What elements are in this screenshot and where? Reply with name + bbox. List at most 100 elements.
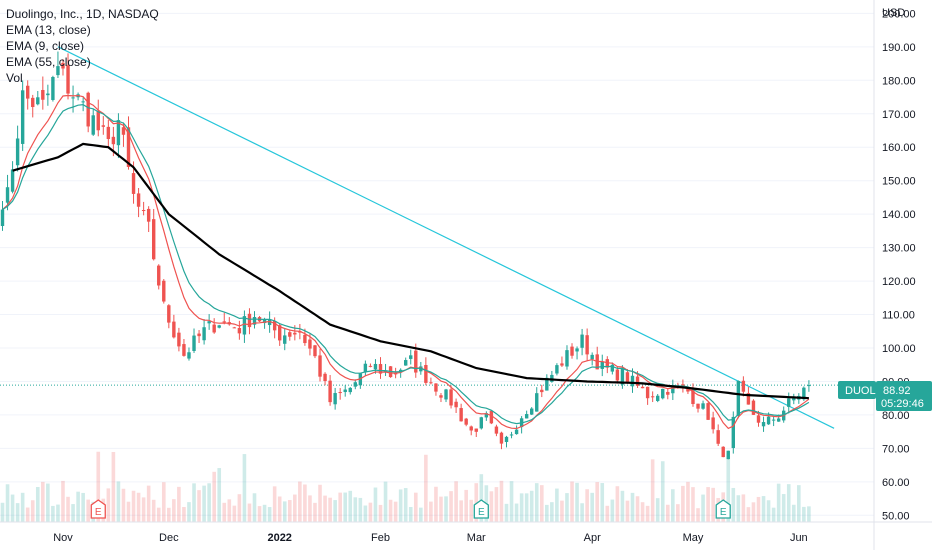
volume-bar [590, 492, 594, 522]
candle-body [232, 327, 237, 329]
chart-legend: Duolingo, Inc., 1D, NASDAQ EMA (13, clos… [6, 6, 159, 86]
earnings-marker[interactable]: E [715, 499, 731, 519]
candle-body [126, 127, 131, 167]
volume-bar [267, 507, 272, 522]
volume-bar [61, 480, 65, 522]
volume-bar [262, 504, 267, 522]
candle-body [419, 366, 423, 372]
volume-bar [393, 501, 398, 522]
candle-body [585, 335, 589, 355]
candle-body [177, 332, 181, 347]
volume-bar [676, 504, 680, 522]
time-tick-label: Jun [790, 532, 808, 544]
price-tag [876, 381, 932, 411]
candle-body [560, 363, 564, 366]
volume-bar [751, 502, 756, 522]
trendline[interactable] [57, 46, 835, 429]
volume-bar [232, 505, 237, 522]
candle-body [348, 387, 352, 393]
candle-body [303, 334, 307, 344]
volume-bar [781, 494, 786, 522]
candle-body [469, 426, 473, 431]
volume-bar [106, 488, 111, 522]
candle-body [449, 389, 453, 406]
volume-bar [766, 500, 771, 522]
volume-bar [615, 486, 620, 522]
candle-body [746, 393, 751, 405]
volume-bar [570, 481, 574, 522]
candle-body [766, 416, 771, 425]
candle-body [535, 393, 539, 412]
candle-body [202, 327, 206, 341]
candle-body [706, 403, 710, 420]
symbol-text: DUOL [845, 385, 876, 397]
earnings-marker[interactable]: E [473, 499, 489, 519]
candle-body [91, 115, 95, 135]
volume-bar [504, 503, 509, 522]
candle-body [671, 385, 675, 394]
earnings-marker[interactable]: E [90, 499, 106, 519]
candle-body [721, 446, 725, 458]
indicator-vol[interactable]: Vol [6, 71, 23, 85]
volume-bar [509, 481, 514, 522]
grid-lines [0, 12, 874, 516]
volume-bar [580, 503, 584, 522]
volume-bar [212, 471, 216, 522]
volume-bar [444, 496, 448, 522]
volume-bar [136, 492, 141, 522]
volume-bar [293, 494, 297, 522]
candle-body [146, 208, 151, 222]
volume-bar [378, 504, 383, 522]
candle-body [686, 387, 690, 392]
volume-bar [126, 501, 131, 522]
volume-bar [398, 489, 403, 522]
time-axis[interactable]: Nov Dec 2022 Feb Mar Apr May Jun [53, 532, 807, 544]
volume-bar [771, 507, 776, 522]
candle-body [711, 417, 715, 430]
candle-body [237, 327, 242, 334]
price-axis[interactable]: 200.00 190.00 180.00 170.00 160.00 150.00 140.… [882, 8, 916, 522]
volume-bar [167, 507, 171, 522]
candle-body [761, 422, 766, 427]
chart-title[interactable]: Duolingo, Inc., 1D, NASDAQ [6, 7, 159, 21]
candle-body [696, 403, 700, 409]
candle-body [0, 209, 5, 227]
candle-body [217, 325, 221, 328]
earnings-marker-shape [90, 499, 106, 519]
volume-bar [424, 454, 428, 522]
volume-bar [81, 492, 85, 522]
volume-bar [696, 508, 700, 522]
volume-bar [807, 506, 811, 522]
indicator-ema13[interactable]: EMA (13, close) [6, 23, 91, 37]
candle-body [81, 101, 85, 103]
volume-bar [388, 499, 393, 522]
volume-bar [681, 485, 685, 522]
candle-body [545, 377, 549, 391]
volume-bar [625, 500, 630, 522]
candle-body [31, 97, 35, 108]
volume-bar [635, 496, 640, 522]
price-tick-label: 140.00 [882, 209, 916, 221]
price-tick-label: 70.00 [882, 443, 910, 455]
volume-bar [247, 503, 252, 522]
volume-bar [298, 481, 302, 522]
candle-body [540, 389, 544, 393]
volume-bar [116, 481, 121, 522]
candle-body [489, 410, 494, 424]
indicator-ema9[interactable]: EMA (9, close) [6, 39, 85, 53]
volume-bar [353, 497, 358, 522]
volume-bar [146, 485, 151, 522]
volume-bar [494, 487, 499, 522]
volume-bar [701, 494, 705, 522]
volume-bar [151, 499, 156, 522]
candle-body [661, 388, 665, 399]
candle-body [86, 92, 90, 127]
candle-body [575, 348, 579, 352]
volume-bar [600, 483, 605, 522]
volume-bar [161, 482, 166, 522]
volume-bar [479, 474, 484, 522]
volume-bar [741, 494, 746, 522]
indicator-ema55[interactable]: EMA (55, close) [6, 55, 91, 69]
volume-bar [761, 496, 766, 522]
